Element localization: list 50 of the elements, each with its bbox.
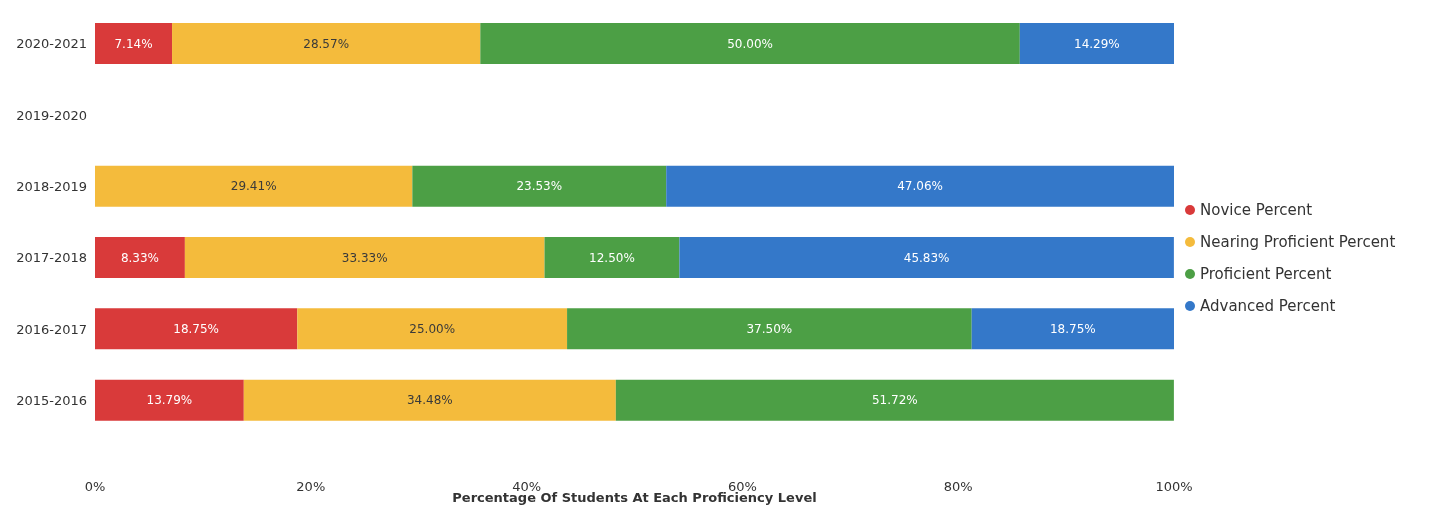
bar [297, 308, 568, 350]
data-label: 23.53% [516, 179, 563, 194]
y-tick-label: 2020-2021 [16, 36, 87, 52]
y-tick-label: 2019-2020 [16, 107, 87, 123]
y-tick-label: 2017-2018 [16, 250, 87, 266]
data-label: 45.83% [903, 250, 950, 265]
bar [679, 236, 1174, 278]
bar [95, 165, 413, 207]
y-tick-label: 2015-2016 [16, 392, 87, 408]
data-label: 18.75% [173, 322, 220, 337]
bar [184, 236, 545, 278]
data-label: 28.57% [303, 36, 350, 51]
x-tick-label: 0% [84, 479, 106, 495]
data-label: 7.14% [114, 36, 153, 51]
legend-label: Novice Percent [1200, 201, 1313, 219]
data-label: 14.29% [1074, 36, 1120, 51]
x-tick-label: 20% [296, 479, 326, 495]
legend-label: Proficient Percent [1200, 265, 1332, 283]
data-label: 47.06% [897, 179, 943, 194]
bar [544, 236, 680, 278]
bar [95, 236, 185, 278]
data-label: 37.50% [746, 322, 793, 337]
bar [172, 22, 481, 64]
data-label: 18.75% [1049, 322, 1096, 337]
bar [971, 308, 1174, 350]
x-tick-label: 80% [943, 479, 973, 495]
bar [243, 379, 616, 421]
x-tick-label: 100% [1155, 479, 1193, 495]
bar [480, 22, 1020, 64]
data-label: 13.79% [146, 393, 193, 408]
bar [615, 379, 1174, 421]
bar [666, 165, 1174, 207]
data-label: 34.48% [406, 393, 453, 408]
data-label: 12.50% [589, 250, 635, 265]
y-tick-label: 2016-2017 [16, 321, 87, 337]
bar [412, 165, 667, 207]
data-label: 29.41% [230, 179, 277, 194]
bar [567, 308, 972, 350]
legend-label: Advanced Percent [1200, 297, 1336, 315]
bar [95, 379, 244, 421]
bar [95, 22, 173, 64]
bar [95, 308, 298, 350]
data-label: 51.72% [871, 393, 918, 408]
y-tick-label: 2018-2019 [16, 178, 87, 194]
data-label: 8.33% [120, 250, 159, 265]
data-label: 50.00% [727, 36, 773, 51]
data-label: 25.00% [409, 322, 456, 337]
legend-label: Nearing Proficient Percent [1200, 233, 1396, 251]
bar [1019, 22, 1174, 64]
data-label: 33.33% [341, 250, 388, 265]
